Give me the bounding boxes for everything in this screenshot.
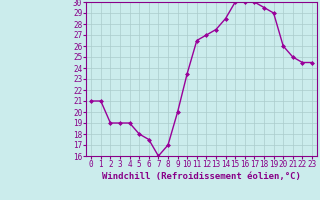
- X-axis label: Windchill (Refroidissement éolien,°C): Windchill (Refroidissement éolien,°C): [102, 172, 301, 181]
